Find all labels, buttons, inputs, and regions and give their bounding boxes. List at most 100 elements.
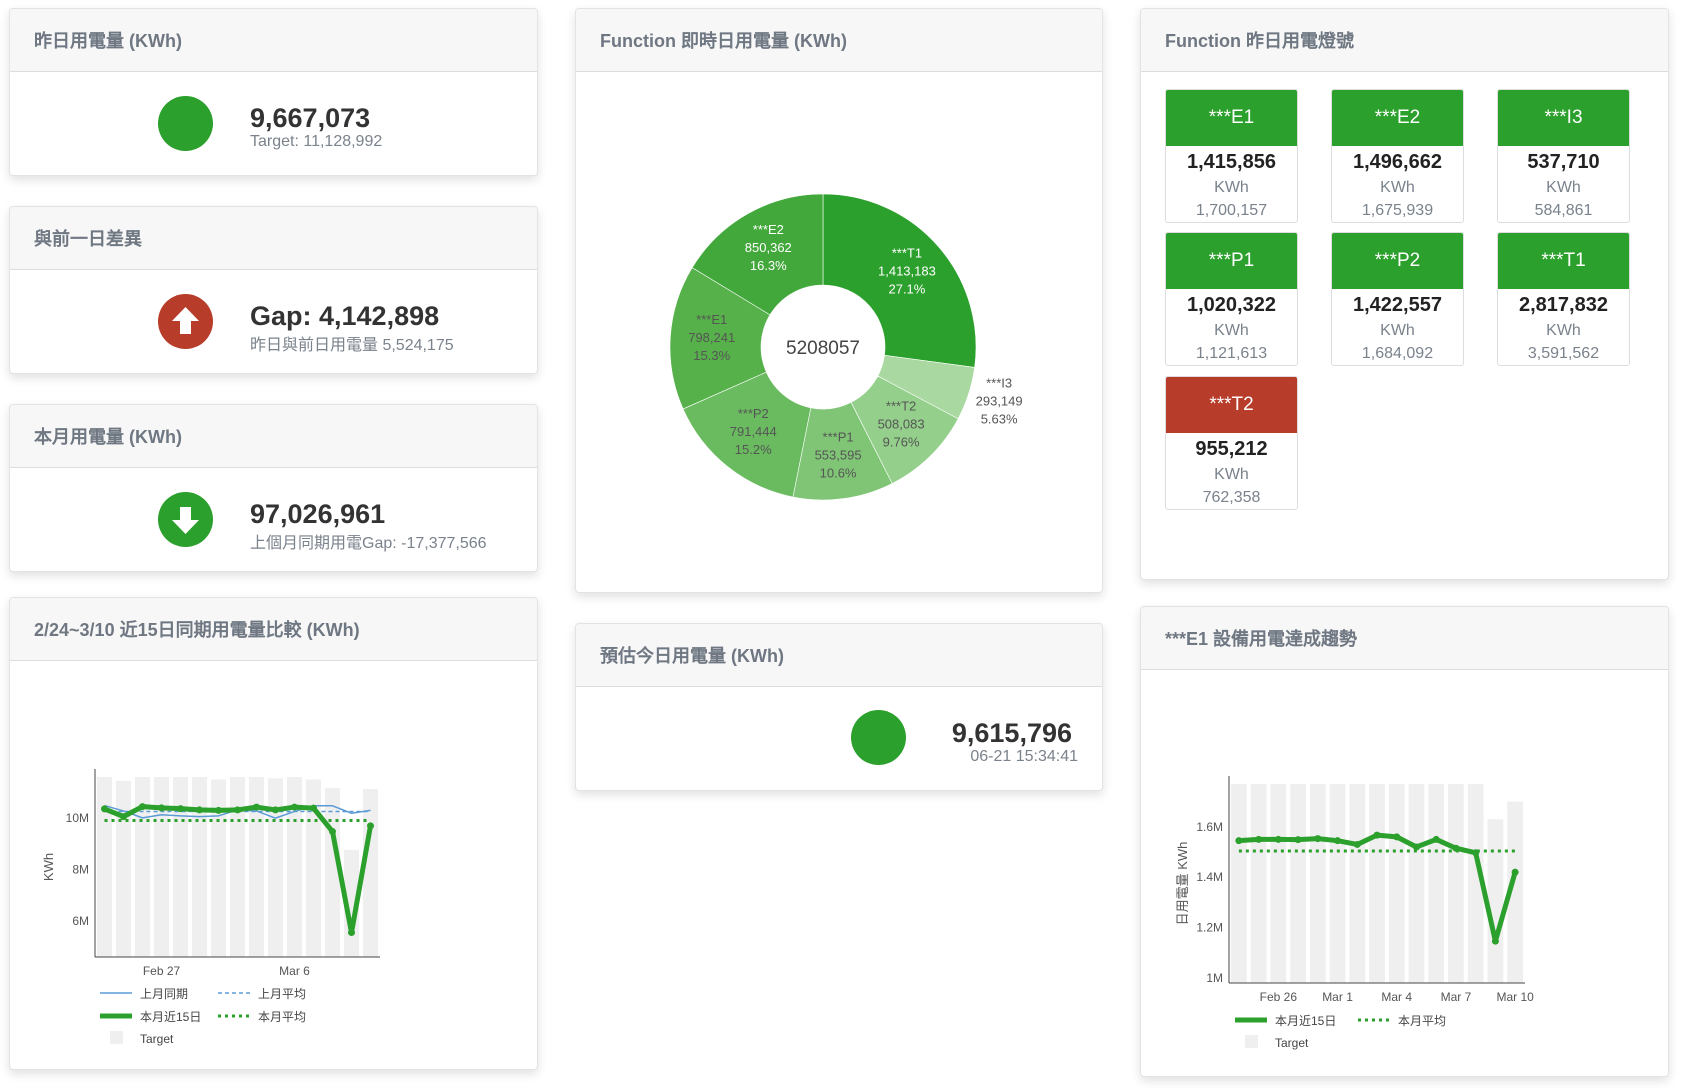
donut-label-pct: 15.3%	[693, 348, 730, 363]
forecast-card: 預估今日用電量 (KWh) 9,615,796 06-21 15:34:41	[575, 623, 1103, 791]
legend-swatch	[1245, 1035, 1258, 1048]
light-e1: ***E1 1,415,856 KWh 1,700,157	[1165, 89, 1298, 223]
donut-slice	[691, 193, 824, 316]
card-title: 昨日用電量 (KWh)	[10, 9, 537, 72]
data-point	[1294, 836, 1302, 844]
legend-item: 本月近15日	[1235, 1014, 1336, 1028]
card-title: Function 即時日用電量 (KWh)	[576, 9, 1102, 72]
light-value: 1,496,662	[1353, 151, 1442, 173]
data-point	[234, 806, 241, 814]
data-point	[177, 805, 184, 813]
x-tick-label: Feb 26	[1260, 990, 1298, 1004]
target-bar	[362, 789, 379, 957]
x-tick-label: Mar 10	[1496, 990, 1534, 1004]
legend-item: Target	[1245, 1035, 1309, 1050]
legend-item: 上月同期	[100, 987, 188, 1001]
legend-item: 本月近15日	[100, 1010, 201, 1024]
x-tick-label: Mar 6	[279, 964, 310, 978]
donut-slice	[669, 267, 771, 410]
donut-label-name: ***E2	[753, 222, 784, 237]
yesterday-value: 9,667,073	[250, 103, 371, 133]
target-bar	[229, 777, 246, 957]
data-point	[1235, 837, 1243, 845]
target-bar	[1467, 784, 1484, 983]
trend-chart: 1M 1.2M 1.4M 1.6M Feb 26 Mar 1 Mar 4 Mar 7 Mar 1…	[1175, 776, 1534, 1050]
legend-item: 本月平均	[218, 1010, 306, 1024]
light-header: ***E2	[1332, 90, 1463, 146]
light-header: ***E1	[1166, 90, 1297, 146]
data-point	[1314, 835, 1322, 843]
arrow-up-circle-icon	[158, 294, 213, 349]
month-value: 97,026,961	[250, 499, 386, 529]
target-bar	[134, 777, 151, 957]
target-bar	[1230, 784, 1247, 983]
target-bar	[1408, 784, 1425, 983]
legend-label: 本月平均	[1398, 1014, 1446, 1028]
target-bar	[1290, 784, 1306, 983]
x-tick-label: Mar 7	[1441, 990, 1472, 1004]
data-point	[1373, 831, 1381, 839]
target-bar	[1309, 784, 1326, 983]
donut-label-pct: 27.1%	[889, 282, 926, 297]
data-point	[158, 804, 165, 812]
data-point	[253, 803, 260, 811]
light-value: 1,415,856	[1187, 151, 1276, 173]
light-header: ***P1	[1166, 233, 1297, 289]
light-header: ***T2	[1166, 377, 1297, 433]
light-t1: ***T1 2,817,832 KWh 3,591,562	[1497, 232, 1630, 366]
target-bar	[1388, 784, 1405, 983]
target-bar	[115, 780, 132, 957]
gap-value: Gap: 4,142,898	[250, 301, 440, 331]
donut-slice	[822, 193, 977, 368]
donut-label-name: ***I3	[986, 376, 1012, 391]
card-title: 預估今日用電量 (KWh)	[576, 624, 1102, 687]
target-bar	[1270, 784, 1287, 983]
legend-label: 本月近15日	[1275, 1014, 1336, 1028]
y-axis-title: KWh	[41, 853, 56, 881]
legend-label: 本月近15日	[140, 1010, 201, 1024]
light-header: ***T1	[1498, 233, 1629, 289]
target-bar	[305, 779, 322, 957]
data-point	[1393, 833, 1401, 841]
donut-label-value: 508,083	[878, 417, 925, 432]
legend-label: Target	[1275, 1036, 1309, 1050]
light-target: 1,121,613	[1195, 345, 1268, 362]
x-tick-label: Mar 1	[1322, 990, 1353, 1004]
target-bar	[267, 778, 284, 957]
target-bar	[1250, 784, 1267, 983]
arrow-down-circle-icon	[158, 492, 213, 547]
x-tick-label: Mar 4	[1381, 990, 1412, 1004]
card-title: 2/24~3/10 近15日同期用電量比較 (KWh)	[10, 598, 537, 661]
diff-card: 與前一日差異 Gap: 4,142,898 昨日與前日用電量 5,524,175	[9, 206, 538, 374]
light-unit: KWh	[1546, 322, 1581, 339]
donut-label-pct: 16.3%	[750, 258, 787, 273]
forecast-time: 06-21 15:34:41	[970, 748, 1078, 765]
card-title: 與前一日差異	[10, 207, 537, 270]
donut-slice	[682, 371, 812, 498]
green-circle-icon	[851, 710, 906, 765]
data-point	[1353, 840, 1361, 848]
donut-label-value: 293,149	[976, 394, 1023, 409]
green-circle-icon	[158, 96, 213, 151]
donut-chart: ***T1 1,413,183 27.1% ***I3 293,149 5.63% ***T…	[669, 193, 1023, 501]
target-bar	[286, 777, 303, 957]
data-point	[329, 828, 336, 836]
y-axis-title: 日用電量 KWh	[1175, 842, 1190, 926]
y-tick-label: 1.2M	[1196, 921, 1223, 935]
donut-label-value: 791,444	[730, 424, 777, 439]
x-tick-label: Feb 27	[143, 964, 181, 978]
forecast-value: 9,615,796	[951, 718, 1072, 748]
target-bar	[210, 779, 227, 957]
light-header: ***I3	[1498, 90, 1629, 146]
data-point	[120, 813, 127, 821]
yesterday-target: Target: 11,128,992	[250, 133, 383, 150]
light-unit: KWh	[1214, 322, 1249, 339]
y-tick-label: 1.6M	[1196, 820, 1223, 834]
y-tick-label: 1M	[1206, 971, 1223, 985]
light-p1: ***P1 1,020,322 KWh 1,121,613	[1165, 232, 1298, 366]
donut-label-value: 798,241	[688, 330, 735, 345]
light-target: 3,591,562	[1527, 345, 1600, 362]
card-title: 本月用電量 (KWh)	[10, 405, 537, 468]
light-unit: KWh	[1380, 179, 1415, 196]
